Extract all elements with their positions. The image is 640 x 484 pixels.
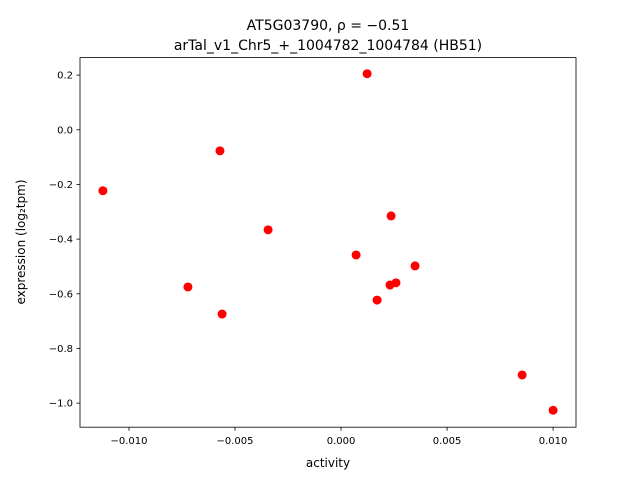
scatter-point [386,211,396,221]
y-tick-label: 0.0 [57,125,73,136]
y-tick-label: −0.6 [49,289,73,300]
x-axis-label: activity [306,456,350,470]
scatter-point [548,405,558,415]
x-tick-label: 0.000 [327,436,356,447]
plot-frame [79,57,577,428]
y-tick-label: −0.8 [49,344,73,355]
y-tick-label: 0.2 [57,71,73,82]
scatter-point [98,186,108,196]
y-tick-label: −0.4 [49,235,73,246]
scatter-point [183,282,193,292]
y-tick-label: −0.2 [49,180,73,191]
scatter-point [517,370,527,380]
scatter-point [410,261,420,271]
x-tick-label: −0.010 [110,436,147,447]
x-tick-label: 0.005 [433,436,462,447]
scatter-point [351,250,361,260]
scatter-point [263,225,273,235]
scatter-point [372,295,382,305]
scatter-point [215,146,225,156]
x-tick-label: 0.010 [539,436,568,447]
x-tick-label: −0.005 [217,436,254,447]
chart-title-line2: arTal_v1_Chr5_+_1004782_1004784 (HB51) [174,38,482,54]
y-axis-label: expression (log₂tpm) [14,179,28,304]
scatter-point [391,278,401,288]
scatter-point [217,309,227,319]
y-tick-label: −1.0 [49,399,73,410]
chart-title-line1: AT5G03790, ρ = −0.51 [247,18,410,34]
scatter-point [362,69,372,79]
